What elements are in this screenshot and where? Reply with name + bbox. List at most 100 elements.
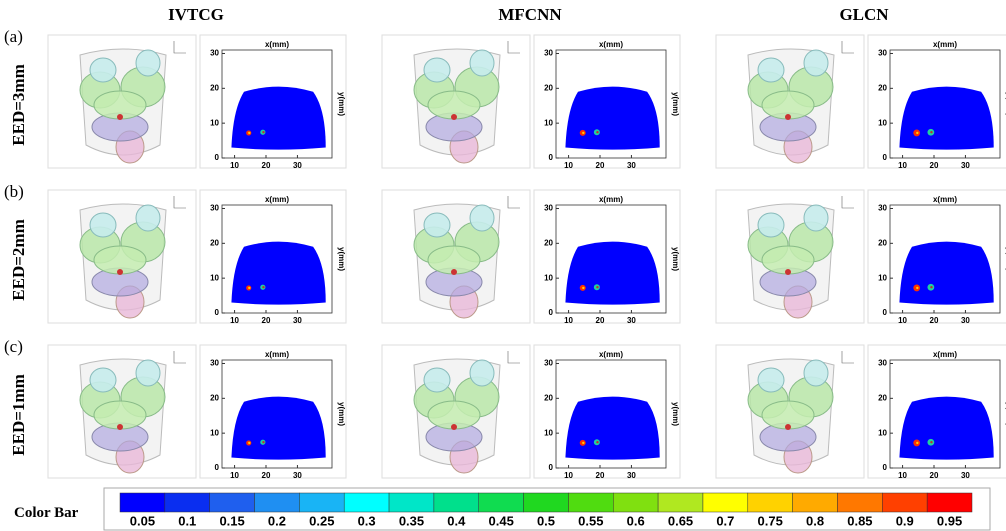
y-tick-label: 10 xyxy=(210,118,219,127)
slice-region xyxy=(899,397,993,460)
render-3d xyxy=(716,345,864,478)
x-tick-label: 30 xyxy=(961,471,970,480)
slice-region xyxy=(231,242,325,305)
x-tick-label: 10 xyxy=(564,161,573,170)
x-tick-label: 30 xyxy=(627,161,636,170)
x-tick-label: 20 xyxy=(930,161,939,170)
x-tick-label: 30 xyxy=(293,471,302,480)
x-tick-label: 10 xyxy=(230,316,239,325)
x-tick-label: 20 xyxy=(596,161,605,170)
y-tick-label: 10 xyxy=(878,273,887,282)
blob-core xyxy=(916,442,918,444)
render-3d xyxy=(382,345,530,478)
column-title: GLCN xyxy=(839,5,889,24)
cyan-lobe xyxy=(470,205,494,231)
color-swatch xyxy=(837,493,882,512)
blob-core xyxy=(930,286,932,288)
target-blob xyxy=(451,269,457,275)
y-tick-label: 0 xyxy=(215,308,220,317)
color-bar-title: Color Bar xyxy=(14,505,79,521)
color-bar-label: 0.8 xyxy=(806,513,824,528)
cyan-lobe xyxy=(424,58,450,82)
color-bar-label: 0.05 xyxy=(130,513,155,528)
render-3d xyxy=(48,35,196,168)
blob-core xyxy=(930,131,932,133)
x-tick-label: 30 xyxy=(961,161,970,170)
target-blob xyxy=(117,269,123,275)
render-3d xyxy=(48,190,196,323)
color-bar-label: 0.45 xyxy=(489,513,514,528)
y-tick-label: 10 xyxy=(544,428,553,437)
color-swatch xyxy=(165,493,210,512)
color-bar-label: 0.65 xyxy=(668,513,693,528)
blob-core xyxy=(582,287,584,289)
color-swatch xyxy=(299,493,344,512)
blob-core xyxy=(596,131,598,133)
x-tick-label: 20 xyxy=(262,161,271,170)
y-tick-label: 30 xyxy=(210,204,219,213)
y-tick-label: 0 xyxy=(215,153,220,162)
y-tick-label: 20 xyxy=(878,238,887,247)
row-label: EED=2mm xyxy=(9,219,28,300)
x-axis-label: x(mm) xyxy=(599,350,623,359)
y-tick-label: 30 xyxy=(544,204,553,213)
color-bar-label: 0.9 xyxy=(896,513,914,528)
blob-core xyxy=(248,132,250,134)
y-tick-label: 30 xyxy=(878,359,887,368)
x-tick-label: 30 xyxy=(627,316,636,325)
y-axis-label: y(mm) xyxy=(337,402,346,426)
blob-core xyxy=(596,441,598,443)
cyan-lobe xyxy=(90,58,116,82)
render-3d xyxy=(382,35,530,168)
x-tick-label: 10 xyxy=(230,161,239,170)
blob-core xyxy=(916,132,918,134)
y-tick-label: 10 xyxy=(210,428,219,437)
cyan-lobe xyxy=(758,368,784,392)
x-axis-label: x(mm) xyxy=(265,350,289,359)
blob-core xyxy=(262,286,264,288)
x-axis-label: x(mm) xyxy=(933,40,957,49)
cyan-lobe xyxy=(90,368,116,392)
target-blob xyxy=(785,424,791,430)
color-swatch xyxy=(658,493,703,512)
y-tick-label: 0 xyxy=(549,308,554,317)
color-swatch xyxy=(927,493,972,512)
cyan-lobe xyxy=(424,368,450,392)
cyan-lobe xyxy=(804,360,828,386)
x-axis-label: x(mm) xyxy=(265,40,289,49)
figure: IVTCGMFCNNGLCN(a)EED=3mm1020300102030x(m… xyxy=(0,0,1006,531)
target-blob xyxy=(785,114,791,120)
x-tick-label: 10 xyxy=(898,316,907,325)
render-3d xyxy=(716,190,864,323)
cyan-lobe xyxy=(470,360,494,386)
y-tick-label: 0 xyxy=(883,463,888,472)
x-tick-label: 30 xyxy=(293,161,302,170)
blob-core xyxy=(262,131,264,133)
blob-core xyxy=(916,287,918,289)
cyan-lobe xyxy=(136,205,160,231)
x-axis-label: x(mm) xyxy=(265,195,289,204)
y-tick-label: 10 xyxy=(878,118,887,127)
y-axis-label: y(mm) xyxy=(671,92,680,116)
x-axis-label: x(mm) xyxy=(933,195,957,204)
color-bar-label: 0.5 xyxy=(537,513,555,528)
y-tick-label: 20 xyxy=(878,393,887,402)
x-axis-label: x(mm) xyxy=(599,40,623,49)
target-blob xyxy=(117,424,123,430)
y-tick-label: 0 xyxy=(549,463,554,472)
blob-core xyxy=(582,442,584,444)
y-tick-label: 10 xyxy=(210,273,219,282)
color-swatch xyxy=(703,493,748,512)
cyan-lobe xyxy=(136,360,160,386)
color-swatch xyxy=(434,493,479,512)
slice-region xyxy=(565,87,659,150)
color-bar-label: 0.25 xyxy=(309,513,334,528)
x-tick-label: 10 xyxy=(898,471,907,480)
blob-core xyxy=(248,287,250,289)
blob-core xyxy=(248,442,250,444)
x-tick-label: 10 xyxy=(564,471,573,480)
color-bar-label: 0.1 xyxy=(178,513,196,528)
color-swatch xyxy=(613,493,658,512)
y-axis-label: y(mm) xyxy=(337,247,346,271)
color-bar-label: 0.35 xyxy=(399,513,424,528)
